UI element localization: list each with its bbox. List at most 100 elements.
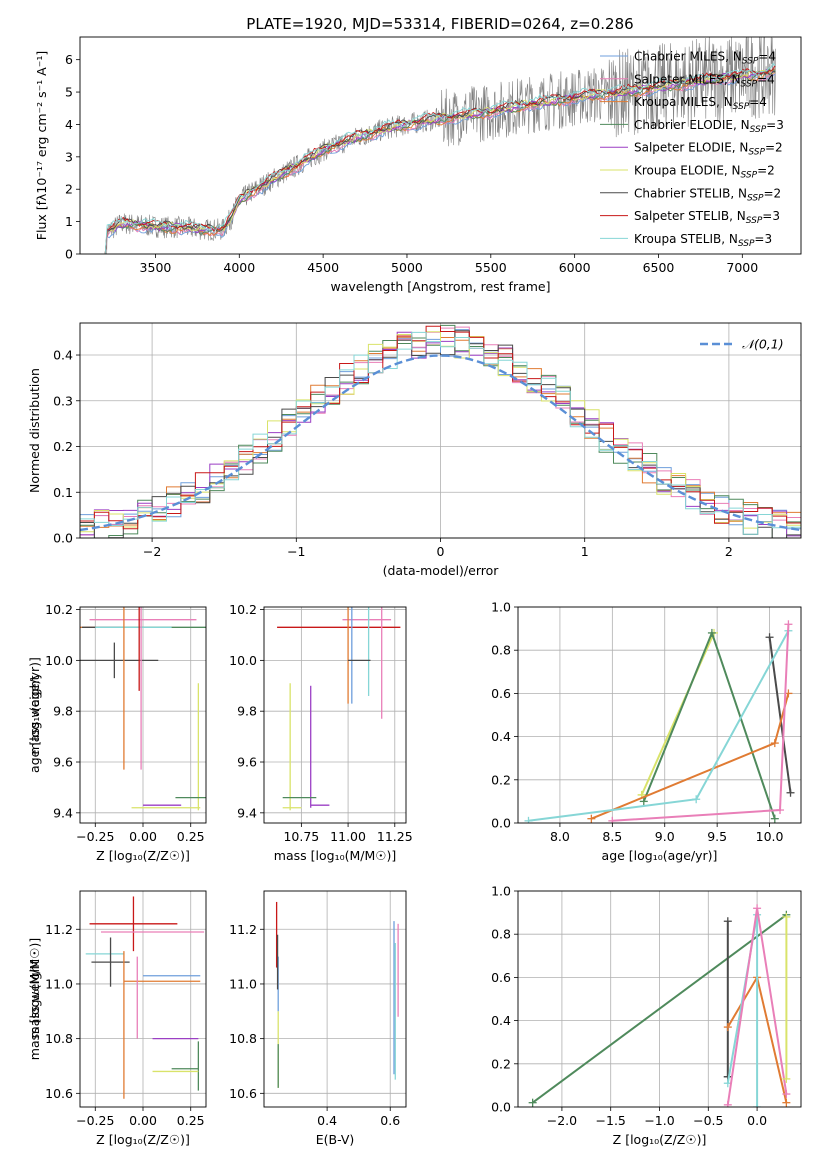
x-tick-label: 3500	[140, 260, 172, 275]
x-tick-label: 0.6	[380, 1113, 400, 1128]
y-tick-label: 2	[65, 182, 73, 197]
hist-kroupa_stelib	[80, 331, 801, 535]
x-tick-label: −1	[287, 544, 305, 559]
x-axis-label: wavelength [Angstrom, rest frame]	[330, 279, 550, 294]
y-tick-label: 10.2	[229, 602, 257, 617]
x-tick-label: −1.0	[644, 1113, 674, 1128]
x-tick-label: 0	[437, 544, 445, 559]
model-kroupa_miles	[104, 68, 776, 254]
marker-chabrier_elodie	[770, 814, 779, 823]
marker-kroupa_miles	[782, 1098, 791, 1107]
y-tick-label: 10.8	[45, 1031, 73, 1046]
x-tick-label: 4500	[307, 260, 339, 275]
normal-curve	[80, 354, 801, 532]
age_vs_z-panel: −0.25 0.00 0.25 9.4 9.6 9.8 10.0 10.2 Z [log₁₀(Z…	[27, 602, 207, 863]
y-tick-label: 0.6	[491, 970, 511, 985]
marker-salpeter_miles	[782, 1090, 791, 1099]
mass_vs_ebv-plot-area	[275, 901, 399, 1088]
x-tick-label: 2	[725, 544, 733, 559]
y-axis-label: Normed distribution	[27, 368, 42, 493]
y-tick-label: 0.4	[53, 348, 73, 363]
x-tick-label: 8.0	[550, 829, 570, 844]
x-tick-label: −0.5	[693, 1113, 723, 1128]
x-tick-label: 0.00	[129, 829, 157, 844]
marker-kroupa_elodie	[782, 912, 791, 921]
marker-salpeter_miles	[784, 620, 793, 629]
x-tick-label: 0.25	[177, 1113, 205, 1128]
series-chabrier_elodie	[532, 913, 787, 1104]
y-tick-label: 0.6	[491, 686, 511, 701]
x-tick-label: 6500	[643, 260, 675, 275]
y-tick-label: 1.0	[491, 884, 511, 899]
y-tick-label: 10.8	[229, 1031, 257, 1046]
legend-label-salpeter_elodie: Salpeter ELODIE, NSSP=2	[634, 141, 783, 158]
y-axis-label: mass weight	[27, 675, 42, 754]
y-tick-label: 0.8	[491, 927, 511, 942]
y-tick-label: 9.4	[53, 805, 73, 820]
spectrum-legend: Chabrier MILES, NSSP=4 Salpeter MILES, NS…	[600, 50, 784, 249]
mass_vs_z-plot-area	[85, 896, 205, 1099]
x-tick-label: 11.25	[377, 829, 413, 844]
y-tick-label: 0	[65, 247, 73, 262]
y-tick-label: 0.0	[491, 1100, 511, 1115]
marker-salpeter_miles	[723, 1100, 732, 1107]
y-tick-label: 0.4	[491, 1013, 511, 1028]
mass_vs_ebv-panel: 0.4 0.6 10.6 10.8 11.0 11.2 E(B-V)	[229, 890, 407, 1147]
y-tick-label: 0.2	[53, 439, 73, 454]
y-tick-label: 0.2	[491, 1056, 511, 1071]
marker-chabrier_stelib	[723, 917, 732, 926]
y-tick-label: 0.0	[53, 531, 73, 546]
marker-chabrier_elodie	[707, 628, 716, 637]
x-tick-label: 0.4	[317, 1113, 337, 1128]
x-tick-label: 7000	[726, 260, 758, 275]
x-axis-label: Z [log₁₀(Z/Z☉)]	[96, 848, 190, 863]
massweight_vs_age-plot-area	[524, 620, 795, 823]
age_vs_mass-plot-area	[277, 607, 401, 811]
y-tick-label: 11.2	[229, 922, 257, 937]
marker-kroupa_stelib	[692, 795, 701, 804]
y-tick-label: 0.2	[491, 772, 511, 787]
y-tick-label: 0.3	[53, 393, 73, 408]
y-tick-label: 11.0	[45, 976, 73, 991]
axes-frame	[517, 606, 802, 824]
series-kroupa_stelib	[528, 630, 790, 822]
marker-chabrier_stelib	[765, 633, 774, 642]
spectrum-panel: 3500 4000 4500 5000 5500 6000 6500 7000 0 1 2 3 4 5 6 w…	[34, 36, 802, 294]
y-tick-label: 6	[65, 52, 73, 67]
x-axis-label: Z [log₁₀(Z/Z☉)]	[96, 1132, 190, 1147]
x-tick-label: 1	[581, 544, 589, 559]
marker-kroupa_stelib	[753, 1103, 762, 1107]
marker-chabrier_elodie	[528, 1098, 537, 1107]
y-tick-label: 11.2	[45, 922, 73, 937]
model-kroupa_stelib	[104, 62, 776, 254]
age_vs_mass-panel: 10.75 11.00 11.25 9.4 9.6 9.8 10.0 10.2 mass [lo…	[229, 602, 413, 863]
axes-frame	[263, 890, 407, 1108]
x-tick-label: −2.0	[547, 1113, 577, 1128]
y-axis-label: age [log₁₀(age/yr)]	[27, 657, 42, 773]
y-tick-label: 10.0	[45, 653, 73, 668]
legend-label-normal: 𝒩(0,1)	[742, 337, 784, 352]
x-tick-label: −2	[143, 544, 161, 559]
y-tick-label: 3	[65, 149, 73, 164]
y-tick-label: 9.4	[237, 805, 257, 820]
y-tick-label: 9.6	[53, 755, 73, 770]
x-tick-label: 10.75	[283, 829, 319, 844]
y-axis-label: Flux [fλ10⁻¹⁷ erg cm⁻² s⁻¹ A⁻¹]	[34, 51, 49, 240]
y-tick-label: 9.8	[237, 704, 257, 719]
errorbar-point-5	[80, 642, 159, 679]
age_vs_z-plot-area	[80, 607, 206, 811]
massweight_vs_z-panel: −2.0 −1.5 −1.0 −0.5 0.0 0.0 0.2 0.4 0.6 0.8 1.0 Z […	[27, 884, 802, 1147]
x-tick-label: 0.25	[177, 829, 205, 844]
y-axis-label: mass weight	[27, 959, 42, 1038]
x-tick-label: 4000	[223, 260, 255, 275]
y-tick-label: 0.1	[53, 485, 73, 500]
x-tick-label: 11.00	[330, 829, 366, 844]
axes-frame	[79, 36, 802, 255]
mass_vs_z-panel: −0.25 0.00 0.25 10.6 10.8 11.0 11.2 Z [log₁₀(Z/…	[27, 890, 207, 1147]
y-tick-label: 1	[65, 214, 73, 229]
x-tick-label: 0.00	[129, 1113, 157, 1128]
marker-kroupa_miles	[587, 814, 596, 823]
x-tick-label: 8.5	[602, 829, 622, 844]
legend-label-chabrier_elodie: Chabrier ELODIE, NSSP=3	[634, 118, 784, 135]
